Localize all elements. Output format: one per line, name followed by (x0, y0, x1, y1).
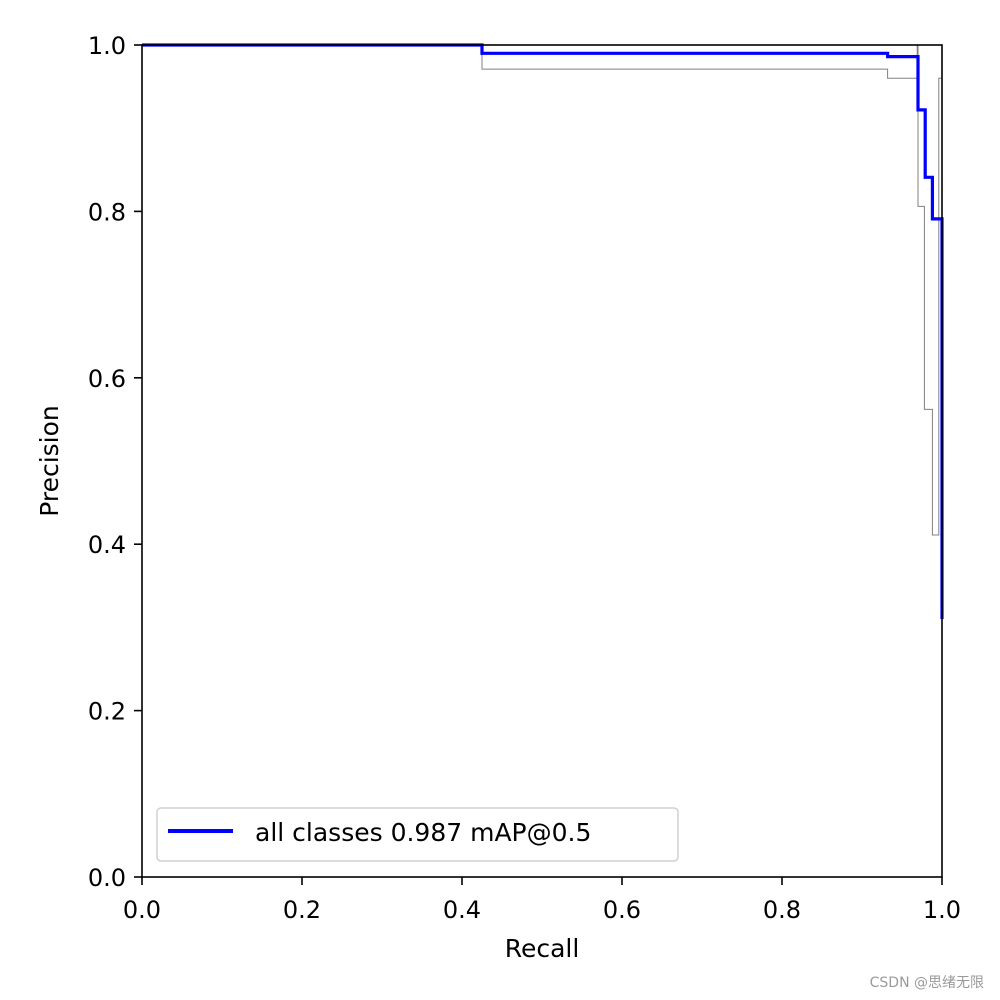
y-axis-label: Precision (35, 405, 64, 517)
y-axis-ticks: 0.0 0.2 0.4 0.6 0.8 1.0 (88, 32, 142, 892)
x-tick-label: 1.0 (923, 896, 961, 924)
y-tick-label: 1.0 (88, 32, 126, 60)
y-tick-label: 0.0 (88, 864, 126, 892)
x-tick-label: 0.4 (443, 896, 481, 924)
legend-box (156, 807, 679, 862)
x-axis-ticks: 0.0 0.2 0.4 0.6 0.8 1.0 (123, 877, 961, 924)
x-axis-label: Recall (505, 934, 580, 963)
y-tick-label: 0.6 (88, 365, 126, 393)
series-layer (142, 43, 944, 620)
x-tick-label: 0.0 (123, 896, 161, 924)
y-tick-label: 0.4 (88, 531, 126, 559)
y-tick-label: 0.8 (88, 198, 126, 226)
plot-frame (141, 44, 943, 878)
x-tick-label: 0.2 (283, 896, 321, 924)
x-tick-label: 0.6 (603, 896, 641, 924)
plot-area (141, 43, 944, 878)
all-classes-pr-curve-line (142, 43, 944, 620)
class-pr-curve-line (142, 44, 943, 620)
legend-label: all classes 0.987 mAP@0.5 (255, 818, 591, 847)
x-tick-label: 0.8 (763, 896, 801, 924)
watermark: CSDN @思绪无限 (869, 975, 984, 991)
legend: all classes 0.987 mAP@0.5 (156, 807, 679, 862)
y-tick-label: 0.2 (88, 698, 126, 726)
plot-background (142, 45, 942, 877)
